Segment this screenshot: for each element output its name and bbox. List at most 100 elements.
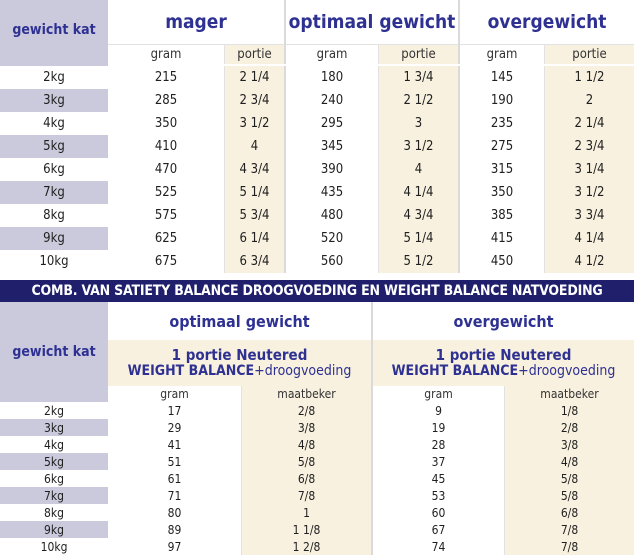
- table-row: 10kg 97 1 2/8 74 7/8: [0, 538, 634, 555]
- cell-gram: 450: [458, 250, 544, 273]
- cell-gram: 350: [154, 116, 178, 131]
- cell-portie: 3 3/4: [544, 204, 634, 227]
- feeding-table-dry: gewicht kat mager optimaal gewicht overg…: [0, 0, 634, 273]
- cell-maatbeker: 6/8: [504, 504, 634, 521]
- cell-portie: 3 1/4: [544, 158, 634, 181]
- cell-portie: 4: [378, 158, 458, 181]
- cell-gram: 625: [154, 231, 178, 246]
- table-row: 9kg 625 6 1/4 520 5 1/4 415 4 1/4: [0, 227, 634, 250]
- subheader-portie: portie: [544, 44, 634, 64]
- cell-portie: 2 1/4: [224, 66, 284, 89]
- cell-gram: 51: [167, 454, 182, 469]
- product-line: 1 portie Neutered: [435, 346, 572, 364]
- cell-maatbeker: 6/8: [241, 470, 371, 487]
- cell-gram: 89: [167, 522, 182, 537]
- row-weight-label: 8kg: [43, 208, 65, 223]
- cell-gram: 295: [284, 112, 378, 135]
- cell-portie: 4: [224, 135, 284, 158]
- group-header-optimaal: optimaal gewicht: [284, 0, 458, 44]
- cell-portie: 2 3/4: [224, 89, 284, 112]
- subheader-portie: portie: [378, 44, 458, 64]
- table-row: 5kg 410 4 345 3 1/2 275 2 3/4: [0, 135, 634, 158]
- table-row: 3kg 285 2 3/4 240 2 1/2 190 2: [0, 89, 634, 112]
- cell-gram: 435: [284, 181, 378, 204]
- cell-maatbeker: 1: [241, 504, 371, 521]
- table-row: 5kg 51 5/8 37 4/8: [0, 453, 634, 470]
- product-brand: WEIGHT BALANCE: [127, 363, 255, 379]
- cell-maatbeker: 3/8: [241, 419, 371, 436]
- cell-maatbeker: 1/8: [504, 402, 634, 419]
- cell-gram: 240: [284, 89, 378, 112]
- cell-gram: 145: [458, 66, 544, 89]
- cell-gram: 190: [458, 89, 544, 112]
- table-row: 4kg 350 3 1/2 295 3 235 2 1/4: [0, 112, 634, 135]
- cell-gram: 45: [371, 470, 504, 487]
- cell-gram: 390: [284, 158, 378, 181]
- table-row: 10kg 675 6 3/4 560 5 1/2 450 4 1/2: [0, 250, 634, 273]
- cell-gram: 37: [371, 453, 504, 470]
- cell-gram: 28: [371, 436, 504, 453]
- row-weight-label: 5kg: [0, 453, 108, 470]
- subheader-gram: gram: [458, 44, 544, 64]
- cell-portie: 5 1/2: [378, 250, 458, 273]
- row-weight-label: 7kg: [0, 181, 108, 204]
- cell-maatbeker: 1 1/8: [241, 521, 371, 538]
- row-weight-label: 3kg: [0, 419, 108, 436]
- cell-gram: 415: [458, 227, 544, 250]
- cell-gram: 61: [167, 471, 182, 486]
- cell-gram: 525: [154, 185, 178, 200]
- cell-gram: 350: [458, 181, 544, 204]
- cell-portie: 4 3/4: [378, 204, 458, 227]
- cell-gram: 215: [154, 70, 178, 85]
- cell-gram: 97: [167, 539, 182, 554]
- cell-maatbeker: 5/8: [241, 453, 371, 470]
- cell-gram: 19: [371, 419, 504, 436]
- row-weight-label: 9kg: [0, 227, 108, 250]
- group-header-mager: mager: [165, 11, 227, 33]
- cell-gram: 275: [458, 135, 544, 158]
- cell-maatbeker: 4/8: [504, 453, 634, 470]
- row-weight-label: 4kg: [44, 437, 64, 452]
- product-suffix: +droogvoeding: [254, 363, 352, 379]
- table-body: 2kg 215 2 1/4 180 1 3/4 145 1 1/2 3kg 285 2 3/4 24…: [0, 66, 634, 273]
- table-row: 7kg 525 5 1/4 435 4 1/4 350 3 1/2: [0, 181, 634, 204]
- product-brand-line: WEIGHT BALANCE+droogvoeding: [128, 363, 352, 379]
- cell-gram: 470: [154, 162, 178, 177]
- group-header-overgewicht: overgewicht: [458, 0, 634, 44]
- cell-gram: 53: [371, 487, 504, 504]
- product-suffix: +droogvoeding: [518, 363, 616, 379]
- cell-gram: 60: [371, 504, 504, 521]
- cell-portie: 3 1/2: [224, 112, 284, 135]
- cell-gram: 560: [284, 250, 378, 273]
- cell-portie: 4 3/4: [224, 158, 284, 181]
- row-weight-label: 9kg: [0, 521, 108, 538]
- section-banner: COMB. VAN SATIETY BALANCE DROOGVOEDING E…: [0, 280, 634, 302]
- cell-gram: 520: [284, 227, 378, 250]
- column-header-weight: gewicht kat: [0, 302, 108, 402]
- table-row: 4kg 41 4/8 28 3/8: [0, 436, 634, 453]
- table-header: gewicht kat mager optimaal gewicht overg…: [0, 0, 634, 66]
- cell-maatbeker: 2/8: [241, 402, 371, 419]
- table-row: 8kg 575 5 3/4 480 4 3/4 385 3 3/4: [0, 204, 634, 227]
- cell-gram: 80: [167, 505, 182, 520]
- cell-portie: 3 1/2: [378, 135, 458, 158]
- cell-portie: 3: [378, 112, 458, 135]
- table-row: 8kg 80 1 60 6/8: [0, 504, 634, 521]
- group-header-overgewicht: overgewicht: [371, 302, 634, 340]
- table-row: 9kg 89 1 1/8 67 7/8: [0, 521, 634, 538]
- subheader-gram: gram: [160, 387, 189, 401]
- cell-gram: 315: [458, 158, 544, 181]
- cell-gram: 235: [458, 112, 544, 135]
- product-header: 1 portie Neutered WEIGHT BALANCE+droogvo…: [108, 340, 371, 386]
- cell-portie: 5 1/4: [224, 181, 284, 204]
- cell-portie: 2 1/2: [378, 89, 458, 112]
- cell-portie: 4 1/4: [544, 227, 634, 250]
- cell-gram: 345: [284, 135, 378, 158]
- row-weight-label: 7kg: [0, 487, 108, 504]
- row-weight-label: 2kg: [43, 70, 65, 85]
- cell-portie: 4 1/2: [544, 250, 634, 273]
- cell-gram: 285: [154, 93, 178, 108]
- cell-gram: 29: [167, 420, 182, 435]
- cell-portie: 6 1/4: [224, 227, 284, 250]
- subheader-gram: gram: [284, 44, 378, 64]
